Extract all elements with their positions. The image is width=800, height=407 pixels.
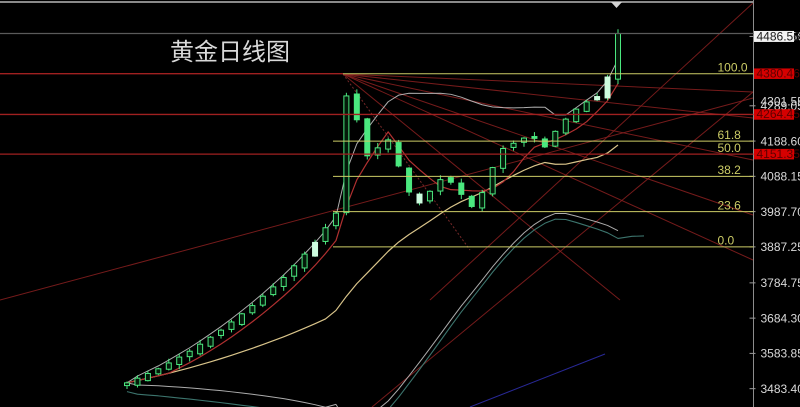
svg-text:4264.45: 4264.45 (757, 107, 800, 121)
svg-text:0.0: 0.0 (718, 234, 735, 248)
svg-text:38.2: 38.2 (718, 163, 742, 177)
svg-text:4151.35: 4151.35 (757, 147, 800, 161)
svg-text:23.6: 23.6 (718, 198, 742, 212)
svg-text:黄金日线图: 黄金日线图 (170, 39, 290, 66)
svg-text:50.0: 50.0 (718, 141, 742, 155)
svg-text:3987.70: 3987.70 (761, 205, 800, 219)
svg-text:3887.25: 3887.25 (761, 240, 800, 254)
svg-text:3483.40: 3483.40 (761, 382, 800, 396)
svg-text:3784.75: 3784.75 (761, 276, 800, 290)
svg-text:100.0: 100.0 (718, 61, 748, 75)
svg-text:3684.30: 3684.30 (761, 311, 800, 325)
svg-text:4088.15: 4088.15 (761, 170, 800, 184)
svg-text:61.8: 61.8 (718, 128, 742, 142)
svg-text:3583.85: 3583.85 (761, 347, 800, 361)
svg-text:4380.46: 4380.46 (757, 66, 800, 80)
svg-text:4486.56: 4486.56 (757, 29, 800, 43)
